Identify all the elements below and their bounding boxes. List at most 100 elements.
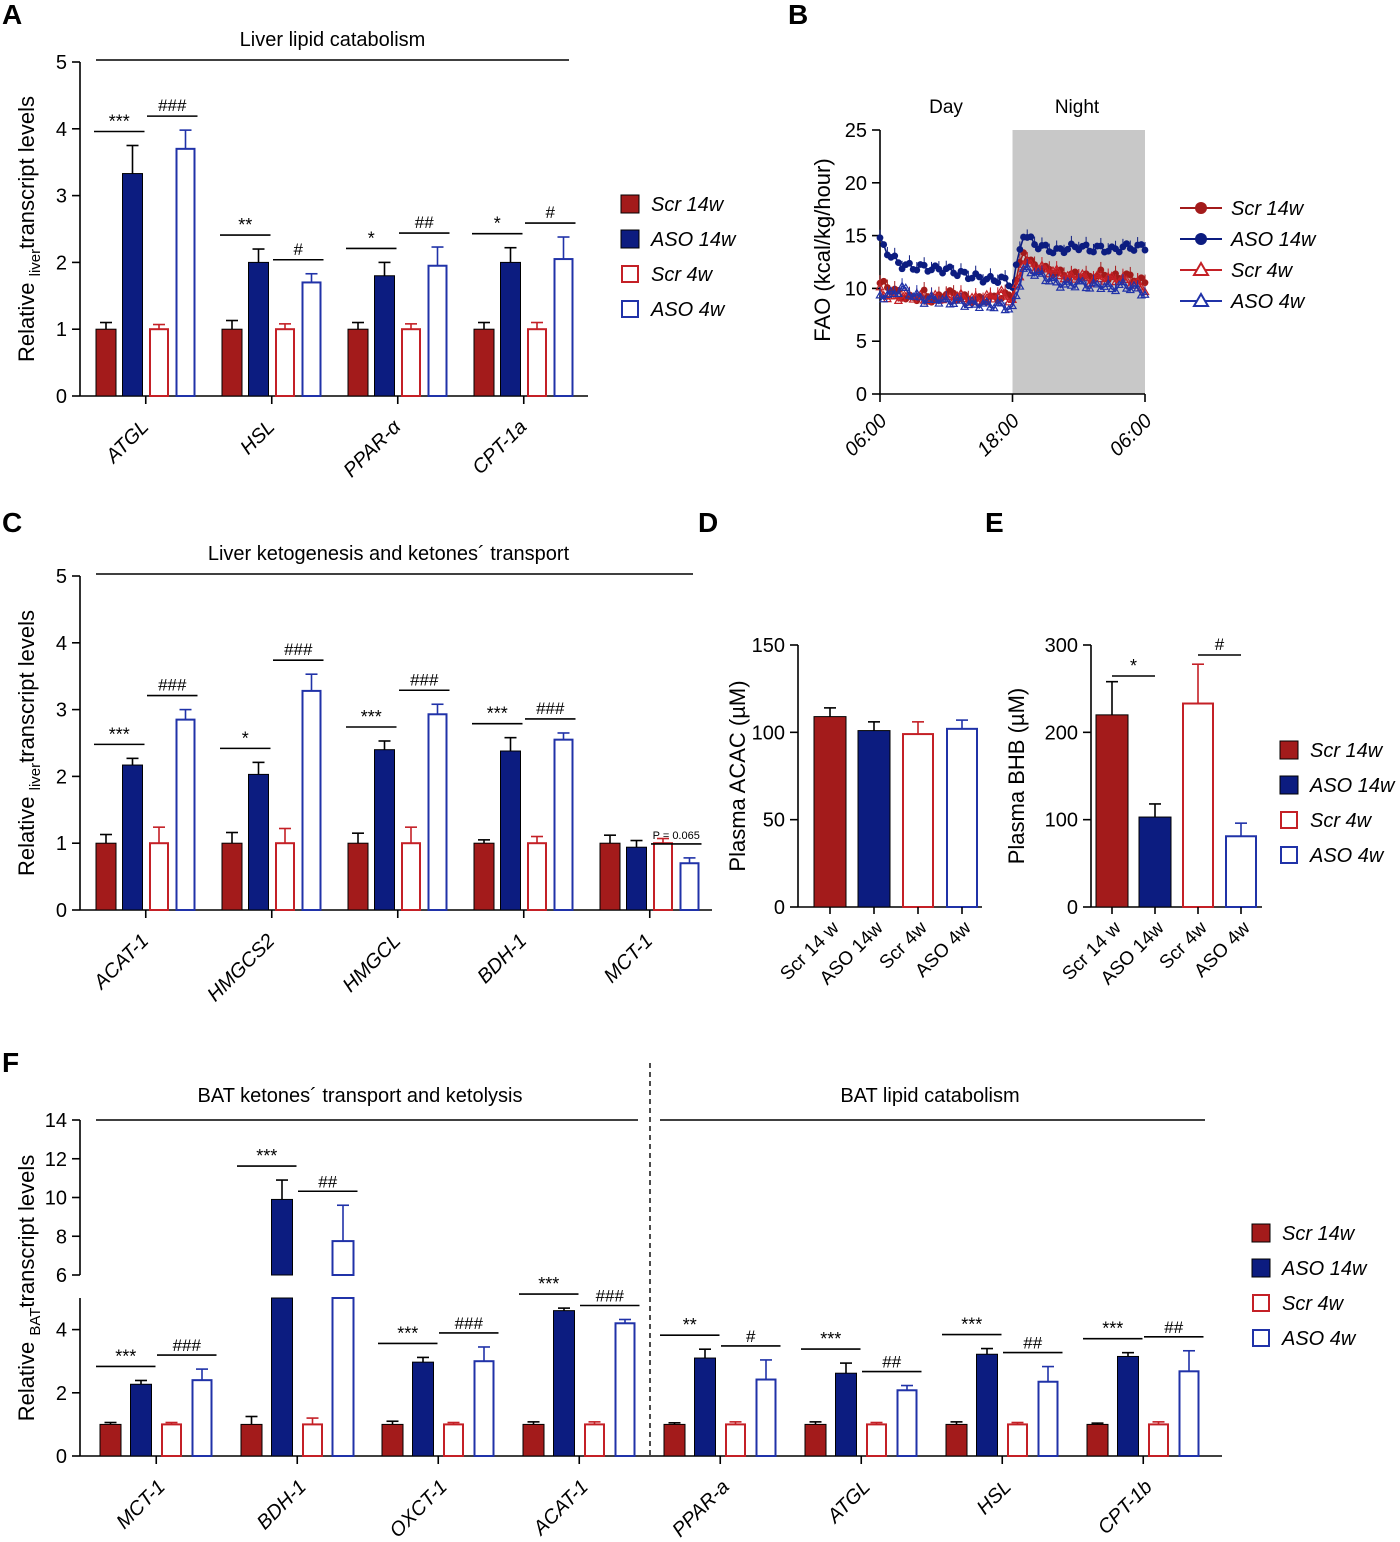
b-data-point (920, 286, 928, 294)
f-bar (161, 1423, 182, 1458)
f-legend-swatch (1252, 1329, 1270, 1347)
f-sig-marker: ## (1164, 1318, 1183, 1337)
f-bar (584, 1423, 605, 1458)
e-legend-swatch (1279, 775, 1299, 795)
c-sig-marker: ### (536, 699, 565, 718)
b-data-point (989, 303, 999, 312)
b-data-point (1022, 262, 1032, 271)
b-x-tick-label: 06:00 (841, 410, 892, 461)
b-data-point (1097, 242, 1105, 250)
b-data-point (876, 234, 884, 242)
a-sig-marker: *** (109, 112, 130, 132)
b-data-point (1029, 270, 1040, 279)
b-data-point (879, 294, 889, 303)
b-data-point (960, 294, 970, 303)
f-bar (1037, 1380, 1059, 1457)
b-data-point (1085, 283, 1095, 292)
e-y-tick-label: 0 (1067, 897, 1078, 919)
d-bar (857, 730, 891, 908)
e-legend-label: ASO 4w (1309, 845, 1385, 867)
a-sig-marker: ### (158, 96, 187, 115)
b-data-point (897, 293, 907, 302)
f-bar (945, 1423, 968, 1457)
b-data-point (893, 288, 904, 297)
a-legend-label: Scr 4w (651, 264, 714, 286)
f-bar (240, 1423, 263, 1457)
a-legend-swatch (621, 300, 639, 318)
a-sig-marker: * (494, 214, 501, 234)
e-y-tick-label: 100 (1045, 810, 1078, 832)
d-y-tick-label: 100 (752, 722, 785, 744)
b-data-point (1107, 284, 1117, 293)
d-bar (946, 727, 978, 909)
e-legend-swatch (1280, 846, 1298, 864)
panel-a-liver-lipid-catabolism: 0 1 2 3 4 5 Relative livertranscript levels Liv… (14, 29, 737, 482)
f-bar (381, 1423, 404, 1457)
b-data-point (1123, 240, 1130, 248)
f-bar (1086, 1423, 1109, 1457)
f-bar (614, 1322, 636, 1458)
b-data-point (904, 290, 915, 299)
b-data-point (1077, 276, 1088, 285)
b-data-point (1129, 280, 1139, 289)
a-bar (248, 261, 269, 397)
e-bar (1138, 816, 1172, 908)
f-sig-marker: ### (173, 1336, 202, 1355)
b-data-point (952, 293, 962, 302)
b-data-point (963, 300, 973, 309)
b-data-point (994, 279, 1002, 287)
f-legend-label: Scr 4w (1282, 1293, 1345, 1315)
b-data-point (1011, 291, 1021, 300)
f-bar (804, 1423, 827, 1457)
c-bar (95, 842, 117, 911)
d-y-tick-label: 0 (774, 897, 785, 919)
e-legend-swatch (1280, 811, 1298, 829)
f-legend-label: ASO 4w (1281, 1328, 1357, 1350)
c-bar (301, 689, 322, 911)
a-bar (401, 328, 421, 398)
b-data-point (1018, 259, 1029, 268)
b-x-tick-label: 06:00 (1106, 410, 1157, 461)
f-bar-upper (331, 1240, 355, 1276)
b-data-point (1011, 280, 1021, 288)
b-day-label: Day (929, 97, 963, 118)
b-legend-label: ASO 14w (1230, 229, 1317, 251)
f-y-tick-label: 0 (56, 1446, 67, 1468)
e-sig-marker: # (1215, 635, 1225, 654)
c-sig-marker: ### (158, 676, 187, 695)
c-bar (347, 842, 369, 911)
b-data-point (895, 259, 902, 267)
e-bar (1095, 714, 1129, 908)
a-bar (175, 147, 196, 397)
b-y-tick-label: 10 (845, 278, 867, 300)
c-sig-marker: *** (487, 704, 508, 724)
f-title-left: BAT ketones´ transport and ketolysis (198, 1085, 523, 1107)
f-legend-swatch (1251, 1258, 1271, 1278)
c-bar (149, 842, 169, 912)
b-data-point (1097, 266, 1105, 274)
f-sig-marker: ## (1023, 1334, 1042, 1353)
a-y-tick-label: 3 (56, 186, 67, 208)
c-sig-marker: P = 0.065 (653, 830, 700, 842)
e-y-tick-label: 200 (1045, 722, 1078, 744)
a-bar (149, 328, 169, 398)
b-night-label: Night (1055, 97, 1100, 118)
b-data-point (1016, 245, 1024, 253)
c-category-label: BDH-1 (473, 930, 531, 988)
f-bar (130, 1383, 152, 1457)
f-bar (191, 1379, 213, 1458)
b-data-point (875, 290, 885, 299)
b-data-point (1049, 249, 1057, 257)
c-category-label: MCT-1 (600, 930, 657, 987)
a-y-tick-label: 5 (56, 52, 67, 74)
b-data-point (1066, 269, 1077, 278)
f-sig-marker: ## (318, 1172, 337, 1191)
f-category-label: OXCT-1 (386, 1476, 452, 1542)
b-y-tick-label: 25 (845, 120, 867, 142)
c-bar (679, 862, 700, 911)
e-y-axis-label: Plasma BHB (µM) (1004, 688, 1029, 864)
b-legend-label: ASO 4w (1230, 291, 1306, 313)
b-data-point (1130, 247, 1138, 254)
b-data-point (1018, 263, 1029, 272)
b-data-point (971, 299, 981, 308)
